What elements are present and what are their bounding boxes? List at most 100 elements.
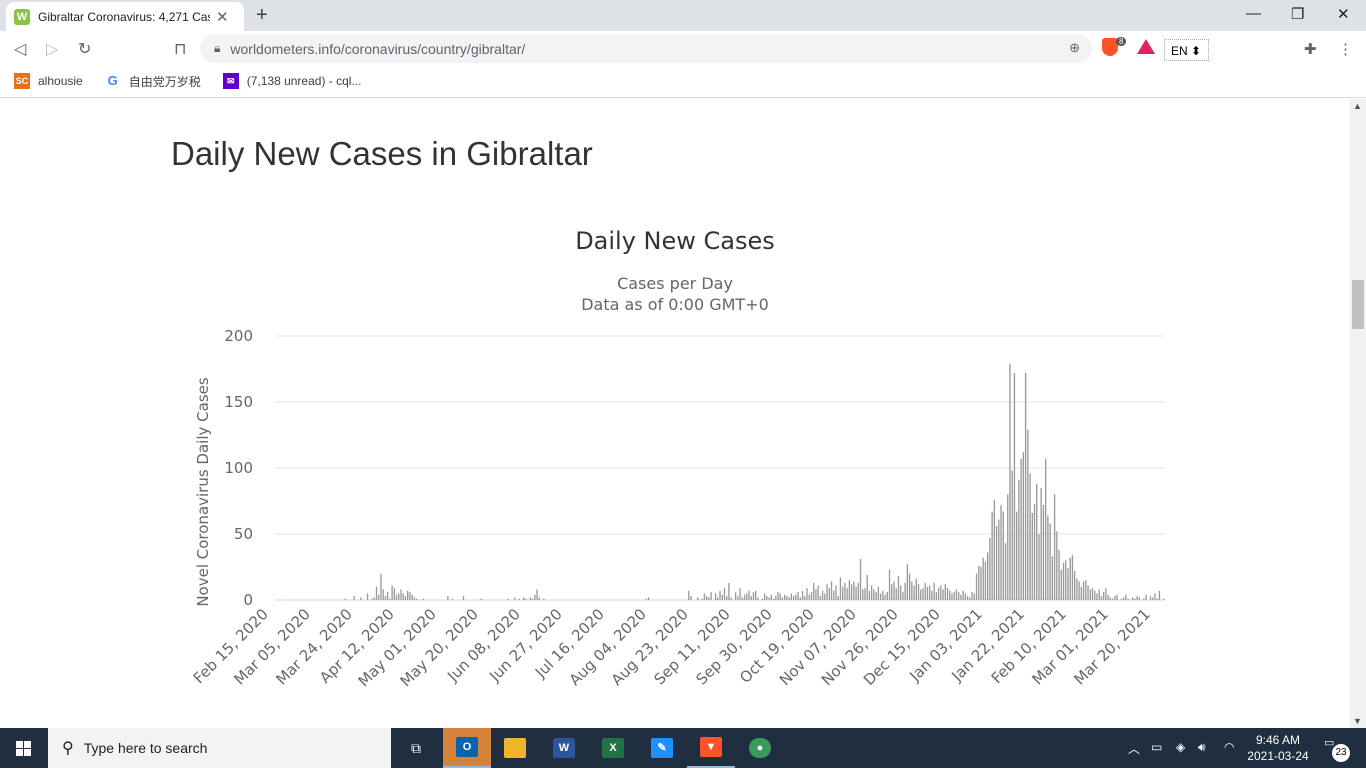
scroll-down-icon[interactable]: ▼ xyxy=(1353,716,1362,726)
bar[interactable] xyxy=(1078,581,1080,600)
bar[interactable] xyxy=(480,598,482,600)
bar[interactable] xyxy=(701,598,703,600)
bar[interactable] xyxy=(1004,543,1007,600)
bar[interactable] xyxy=(833,590,835,600)
bar[interactable] xyxy=(998,519,1000,600)
bar[interactable] xyxy=(768,597,770,600)
bar[interactable] xyxy=(987,552,989,600)
bar[interactable] xyxy=(839,577,842,600)
page-scrollbar[interactable]: ▲ ▼ xyxy=(1350,99,1366,728)
bar[interactable] xyxy=(908,573,911,600)
bar[interactable] xyxy=(1152,597,1154,600)
bar[interactable] xyxy=(857,582,859,600)
bar[interactable] xyxy=(375,586,378,600)
bar[interactable] xyxy=(1069,557,1071,600)
bar[interactable] xyxy=(937,588,940,600)
dropbox-icon[interactable]: ◈ xyxy=(1176,740,1186,754)
bar[interactable] xyxy=(755,590,757,600)
bar[interactable] xyxy=(703,593,706,600)
bookmark-item[interactable]: G 自由党万岁税 xyxy=(105,73,201,90)
bar[interactable] xyxy=(900,585,902,600)
bar[interactable] xyxy=(862,589,864,600)
bar[interactable] xyxy=(848,580,851,600)
bar[interactable] xyxy=(413,597,416,600)
bar[interactable] xyxy=(1036,483,1038,600)
bar[interactable] xyxy=(790,593,793,600)
scroll-up-icon[interactable]: ▲ xyxy=(1353,101,1362,111)
bar[interactable] xyxy=(1094,590,1096,600)
bar[interactable] xyxy=(714,593,717,600)
bar[interactable] xyxy=(1158,590,1161,600)
bar[interactable] xyxy=(422,598,424,600)
bar[interactable] xyxy=(1027,429,1029,600)
bar[interactable] xyxy=(391,585,393,600)
bar[interactable] xyxy=(710,592,712,600)
bar[interactable] xyxy=(897,576,900,600)
tray-chevron-icon[interactable]: ︿ xyxy=(1128,742,1141,756)
bar[interactable] xyxy=(810,592,813,600)
bar[interactable] xyxy=(723,588,726,600)
bar[interactable] xyxy=(647,597,650,600)
bar[interactable] xyxy=(748,590,750,600)
bar[interactable] xyxy=(398,593,400,600)
bar[interactable] xyxy=(799,597,801,600)
bar[interactable] xyxy=(801,590,804,600)
back-icon[interactable]: ◁ xyxy=(14,41,27,58)
bar[interactable] xyxy=(534,594,536,600)
bar[interactable] xyxy=(1134,598,1136,600)
bar[interactable] xyxy=(842,586,844,600)
bar[interactable] xyxy=(1073,570,1076,600)
bar[interactable] xyxy=(728,582,730,600)
bar[interactable] xyxy=(380,573,382,600)
bar[interactable] xyxy=(1111,598,1114,600)
app-icon[interactable]: ✎ xyxy=(638,728,686,768)
bar[interactable] xyxy=(788,597,790,600)
reload-icon[interactable]: ↻ xyxy=(78,41,92,58)
bar[interactable] xyxy=(739,588,741,600)
bar[interactable] xyxy=(1011,470,1013,600)
bar[interactable] xyxy=(411,594,413,600)
bar[interactable] xyxy=(1022,452,1025,600)
bar[interactable] xyxy=(795,594,797,600)
bar[interactable] xyxy=(395,594,398,600)
bar[interactable] xyxy=(514,597,516,600)
bar[interactable] xyxy=(400,589,402,600)
bar[interactable] xyxy=(402,593,404,600)
notifications-icon[interactable]: ▭ 23 xyxy=(1324,736,1350,762)
bar[interactable] xyxy=(645,598,648,600)
bar[interactable] xyxy=(971,592,973,600)
bar[interactable] xyxy=(853,581,855,600)
bar[interactable] xyxy=(850,584,853,600)
bar[interactable] xyxy=(1024,372,1027,600)
bar[interactable] xyxy=(752,592,755,600)
bar[interactable] xyxy=(904,582,906,600)
bar[interactable] xyxy=(942,589,944,600)
bar[interactable] xyxy=(697,597,699,600)
bar[interactable] xyxy=(1087,585,1089,600)
bar[interactable] xyxy=(1060,569,1062,600)
bar[interactable] xyxy=(871,585,873,600)
system-clock[interactable]: 9:46 AM 2021-03-24 xyxy=(1243,732,1313,764)
bar[interactable] xyxy=(978,565,980,600)
bar[interactable] xyxy=(1127,598,1129,600)
bar[interactable] xyxy=(1007,494,1009,600)
address-bar[interactable]: 🔒︎ worldometers.info/coronavirus/country… xyxy=(200,34,1092,63)
bar[interactable] xyxy=(1138,597,1141,600)
task-view-icon[interactable]: ⧉ xyxy=(411,739,421,756)
extensions-icon[interactable]: ✚ xyxy=(1304,41,1317,58)
bar[interactable] xyxy=(1082,581,1085,600)
bar[interactable] xyxy=(1116,594,1118,600)
bar[interactable] xyxy=(855,586,857,600)
bar[interactable] xyxy=(1085,580,1087,600)
bar[interactable] xyxy=(543,598,545,600)
bar[interactable] xyxy=(1096,593,1098,600)
bar[interactable] xyxy=(688,590,690,600)
bar[interactable] xyxy=(933,582,935,600)
bar[interactable] xyxy=(886,592,888,600)
bar[interactable] xyxy=(891,584,893,600)
outlook-icon[interactable]: O xyxy=(443,728,491,768)
word-icon[interactable]: W xyxy=(540,728,588,768)
bookmark-item[interactable]: SC alhousie xyxy=(14,73,83,89)
bar[interactable] xyxy=(817,585,819,600)
bar[interactable] xyxy=(935,592,938,600)
